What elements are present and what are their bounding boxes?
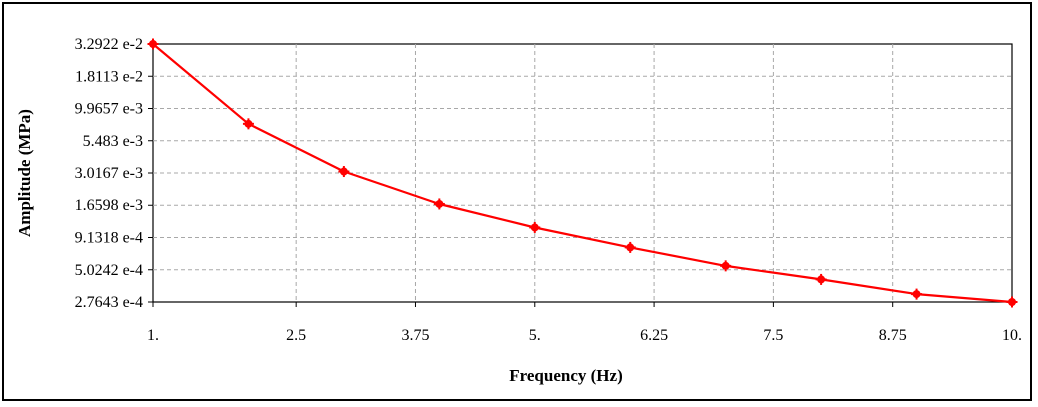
y-axis-title: Amplitude (MPa) (15, 109, 34, 237)
y-tick-label: 9.9657 e-3 (75, 101, 143, 118)
data-point (147, 38, 159, 50)
y-tick-label: 9.1318 e-4 (75, 230, 143, 247)
x-tick-label: 2.5 (286, 327, 306, 344)
data-point (529, 221, 541, 233)
data-point (624, 241, 636, 253)
y-tick-label: 5.483 e-3 (83, 133, 143, 150)
x-tick-label: 8.75 (879, 327, 907, 344)
y-tick-label: 1.8113 e-2 (75, 68, 143, 85)
x-tick-label: 1. (147, 327, 159, 344)
x-axis-title: Frequency (Hz) (509, 366, 622, 385)
data-point (338, 166, 350, 178)
x-tick-label: 3.75 (401, 327, 429, 344)
y-tick-label: 1.6598 e-3 (75, 197, 143, 214)
x-tick-label: 6.25 (640, 327, 668, 344)
y-tick-label: 5.0242 e-4 (75, 262, 143, 279)
y-tick-label: 2.7643 e-4 (75, 294, 143, 311)
series-line (152, 43, 1013, 304)
x-tick-label: 5. (529, 327, 541, 344)
y-tick-label: 3.2922 e-2 (75, 36, 143, 53)
x-tick-label: 10. (1002, 327, 1022, 344)
y-tick-label: 3.0167 e-3 (75, 165, 143, 182)
chart-frame (2, 2, 1032, 401)
y-axis-ticks: 3.2922 e-2 1.8113 e-2 9.9657 e-3 5.483 e-3 3… (75, 36, 153, 311)
data-point (815, 273, 827, 285)
data-point (1006, 296, 1018, 308)
data-point (911, 288, 923, 300)
series-group (147, 38, 1018, 308)
x-tick-label: 7.5 (763, 327, 783, 344)
data-point (242, 118, 254, 130)
data-point (433, 198, 445, 210)
x-axis-ticks: 1. 2.5 3.75 5. 6.25 7.5 8.75 10. (147, 302, 1022, 344)
data-point (720, 260, 732, 272)
